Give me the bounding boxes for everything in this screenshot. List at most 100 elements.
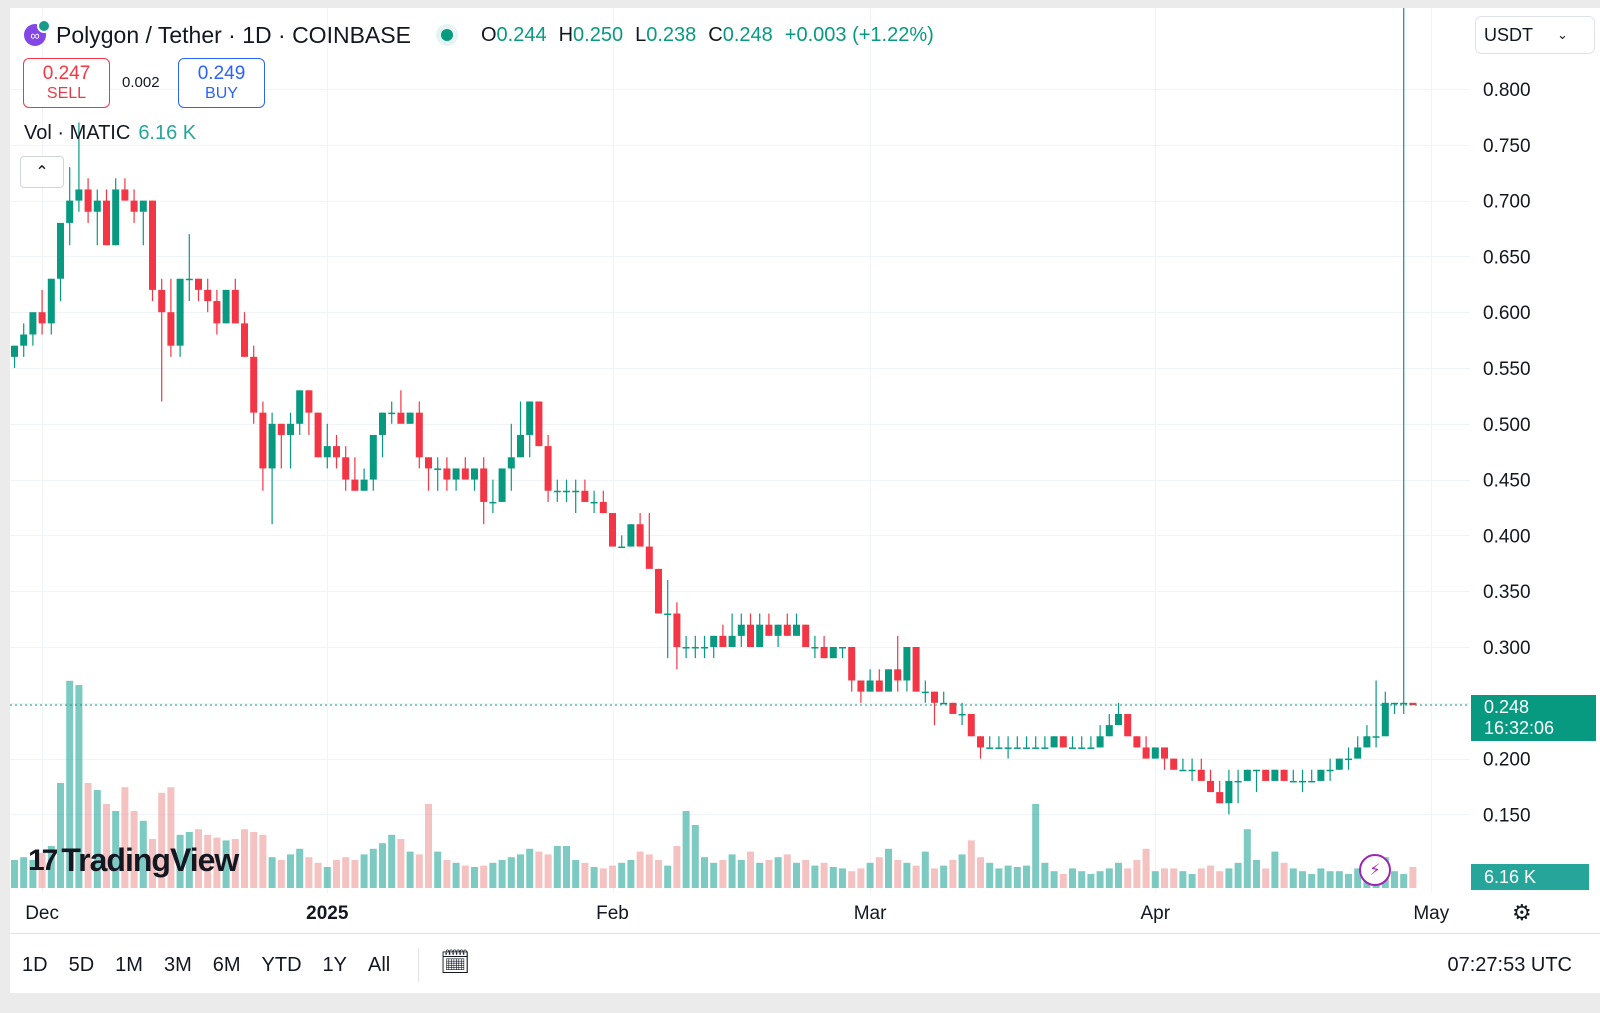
candle-body	[1363, 736, 1371, 748]
volume-bar	[1280, 862, 1288, 888]
lightning-icon[interactable]: ⚡	[1359, 854, 1391, 886]
volume-bar	[11, 860, 18, 888]
x-tick-label: May	[1413, 903, 1449, 924]
y-tick-label: 0.600	[1483, 303, 1531, 324]
range-6m[interactable]: 6M	[212, 954, 241, 976]
range-3m[interactable]: 3M	[163, 954, 192, 976]
volume-tag: 6.16 K	[1471, 864, 1589, 890]
candle-body	[958, 713, 966, 716]
candle-body	[222, 289, 230, 324]
last-price-tag: 0.248 16:32:06	[1471, 695, 1596, 741]
volume-bar	[434, 851, 442, 888]
candle-body	[636, 524, 644, 547]
volume-bar	[599, 868, 607, 888]
volume-bar	[737, 860, 745, 888]
spread-value: 0.002	[122, 74, 160, 91]
candle-body	[535, 401, 543, 447]
symbol-title[interactable]: Polygon / Tether · 1D · COINBASE	[56, 21, 411, 48]
volume-bar	[185, 832, 193, 888]
candle-body	[360, 479, 368, 491]
range-ytd[interactable]: YTD	[261, 954, 302, 976]
volume-bar	[627, 860, 635, 888]
volume-bar	[103, 804, 110, 888]
volume-bar	[664, 865, 672, 888]
volume-bar	[517, 854, 524, 888]
range-1d[interactable]: 1D	[22, 954, 48, 976]
candle-body	[1262, 769, 1270, 781]
x-tick-label: 2025	[306, 903, 349, 924]
candle-body	[710, 635, 718, 647]
volume-bar	[75, 685, 83, 888]
candle-body	[406, 412, 414, 424]
candle-body	[480, 468, 488, 502]
y-tick-label: 0.800	[1483, 80, 1531, 101]
range-selector: 1D 5D 1M 3M 6M YTD 1Y All	[22, 954, 411, 977]
volume-bar	[977, 857, 984, 888]
volume-bar	[461, 865, 469, 888]
tradingview-logo[interactable]: 17 TradingView	[28, 842, 239, 879]
candle-body	[471, 468, 478, 480]
volume-bar	[618, 862, 626, 888]
candle-body	[93, 200, 101, 212]
range-1y[interactable]: 1Y	[322, 954, 348, 976]
clock[interactable]: 07:27:53 UTC	[1447, 954, 1572, 976]
currency-select[interactable]: USDT ⌄	[1475, 16, 1595, 54]
volume-bar	[581, 862, 589, 888]
candle-body	[130, 200, 138, 212]
candle-body	[783, 624, 791, 636]
volume-bar	[1096, 871, 1104, 888]
candle-body	[369, 434, 377, 480]
time-axis[interactable]: Dec 2025 Feb Mar Apr May	[25, 903, 1450, 924]
candlestick-chart[interactable]: 0.800 0.750 0.700 0.650 0.600 0.550 0.500 0.450…	[10, 8, 1600, 933]
range-all[interactable]: All	[368, 954, 391, 976]
candle-body	[655, 568, 662, 614]
candle-body	[1308, 780, 1316, 783]
volume-bar	[728, 854, 736, 888]
volume-bar	[241, 829, 248, 888]
range-5d[interactable]: 5D	[68, 954, 95, 976]
volume-bar	[259, 834, 267, 888]
candle-body	[425, 457, 432, 469]
volume-bar	[820, 862, 828, 888]
candle-body	[323, 446, 331, 458]
candle-body	[29, 312, 37, 335]
candle-body	[397, 412, 405, 424]
volume-bar	[1299, 871, 1306, 888]
volume-bar	[655, 860, 662, 888]
candle-body	[489, 501, 497, 504]
candle-body	[1253, 769, 1260, 772]
volume-bar	[268, 857, 276, 888]
candle-body	[250, 356, 258, 413]
volume-bar	[167, 787, 175, 888]
volume-bar	[995, 868, 1003, 888]
gear-icon[interactable]: ⚙	[1512, 900, 1532, 925]
currency-label: USDT	[1484, 24, 1533, 45]
open-value: 0.244	[496, 23, 547, 46]
range-1m[interactable]: 1M	[115, 954, 143, 976]
candle-body	[1133, 736, 1141, 748]
volume-bar	[231, 839, 239, 888]
volume-bar	[388, 834, 396, 888]
volume-bar	[195, 829, 202, 888]
volume-bar	[1345, 874, 1352, 888]
price-axis[interactable]: 0.800 0.750 0.700 0.650 0.600 0.550 0.500 0.450…	[1483, 80, 1531, 826]
sell-button[interactable]: 0.247 SELL	[23, 58, 110, 108]
collapse-legend-button[interactable]: ⌃	[20, 156, 64, 188]
volume-bar	[756, 862, 764, 888]
volume-bar	[1326, 871, 1334, 888]
volume-bar	[572, 860, 580, 888]
volume-bar	[590, 867, 598, 888]
volume-bar	[1354, 868, 1362, 888]
volume-bar	[1253, 860, 1260, 888]
candle-body	[940, 702, 948, 705]
candle-body	[728, 635, 736, 647]
candle-body	[452, 468, 460, 480]
calendar-icon[interactable]: 🗓	[440, 949, 471, 976]
candle-body	[443, 468, 451, 480]
candle-body	[47, 278, 55, 324]
volume-legend[interactable]: Vol · MATIC 6.16 K	[24, 122, 196, 145]
buy-button[interactable]: 0.249 BUY	[178, 58, 265, 108]
volume-bar	[1023, 865, 1030, 888]
market-status-icon[interactable]	[440, 29, 453, 41]
volume-bar	[1124, 868, 1132, 888]
